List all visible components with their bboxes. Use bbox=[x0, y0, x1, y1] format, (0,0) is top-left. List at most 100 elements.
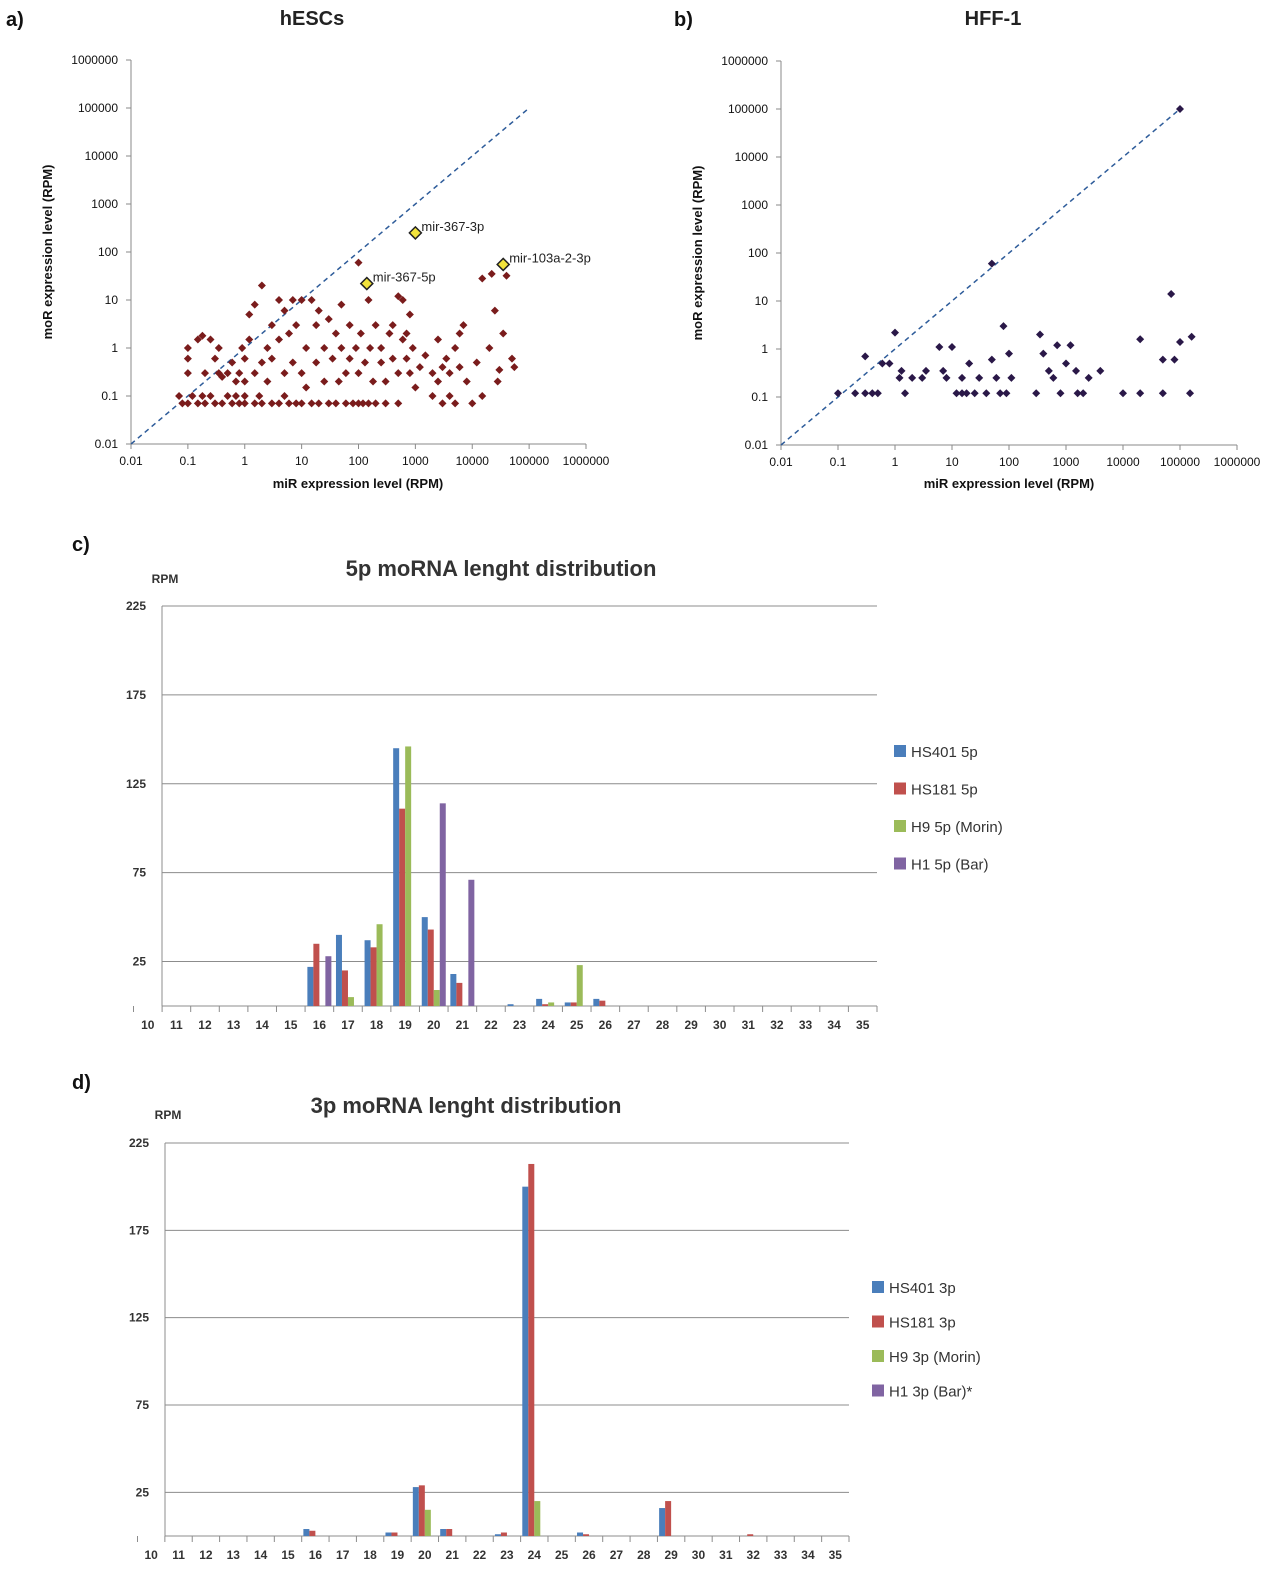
x-tick-label: 0.01 bbox=[119, 454, 143, 468]
x-tick-label: 29 bbox=[684, 1018, 698, 1032]
scatter-chart-hescs: hESCs miR expression level (RPM) moR exp… bbox=[40, 8, 610, 491]
y-tick-label: 1000000 bbox=[71, 53, 118, 67]
y-tick-label: 1000 bbox=[91, 197, 118, 211]
data-point bbox=[502, 271, 511, 280]
data-point bbox=[206, 335, 215, 344]
x-tick-label: 10 bbox=[945, 455, 959, 469]
bar bbox=[325, 956, 332, 1006]
x-tick-label: 29 bbox=[664, 1548, 678, 1562]
data-point bbox=[468, 399, 477, 408]
y-tick-label: 125 bbox=[129, 1311, 149, 1325]
bar bbox=[576, 965, 583, 1006]
x-tick-label: 35 bbox=[856, 1018, 870, 1032]
bar bbox=[536, 998, 543, 1006]
bar bbox=[548, 1002, 555, 1006]
panel-label-d: d) bbox=[72, 1072, 91, 1094]
legend-label: HS401 5p bbox=[911, 744, 978, 761]
data-point bbox=[250, 369, 259, 378]
legend-swatch bbox=[894, 782, 906, 795]
data-point bbox=[478, 274, 487, 283]
data-point bbox=[1186, 389, 1195, 398]
data-point bbox=[970, 389, 979, 398]
x-tick-label: 1000000 bbox=[563, 454, 610, 468]
data-point bbox=[345, 321, 354, 330]
legend-label: HS181 3p bbox=[889, 1315, 956, 1332]
data-point bbox=[223, 369, 232, 378]
data-point bbox=[1170, 355, 1179, 364]
x-tick-label: 32 bbox=[747, 1548, 761, 1562]
bar bbox=[341, 970, 348, 1006]
x-tick-label: 22 bbox=[473, 1548, 487, 1562]
data-point bbox=[442, 354, 451, 363]
data-point bbox=[356, 329, 365, 338]
data-point bbox=[1062, 359, 1070, 368]
chart-title-d: 3p moRNA lenght distribution bbox=[311, 1093, 622, 1118]
data-point bbox=[302, 344, 311, 352]
x-tick-label: 11 bbox=[172, 1548, 185, 1562]
y-tick-label: 125 bbox=[126, 777, 146, 791]
data-point bbox=[1005, 349, 1013, 358]
data-point bbox=[1176, 105, 1184, 113]
y-tick-label: 1000 bbox=[741, 198, 768, 212]
x-tick-label: 100000 bbox=[509, 454, 549, 468]
x-tick-label: 10 bbox=[295, 454, 309, 468]
data-point bbox=[421, 351, 430, 360]
data-point bbox=[314, 306, 323, 315]
data-point bbox=[1079, 389, 1088, 398]
data-point bbox=[918, 373, 927, 382]
x-tick-label: 17 bbox=[341, 1018, 355, 1032]
bar bbox=[570, 1002, 577, 1006]
data-point bbox=[250, 300, 259, 309]
data-point bbox=[499, 329, 508, 338]
data-point bbox=[901, 389, 910, 398]
y-axis-label-b: moR expression level (RPM) bbox=[690, 166, 705, 341]
panel-label-b: b) bbox=[674, 9, 693, 31]
highlighted-point bbox=[496, 257, 511, 272]
bar bbox=[564, 1002, 571, 1006]
data-point bbox=[999, 322, 1008, 331]
y-tick-label: 25 bbox=[133, 955, 147, 969]
data-point bbox=[394, 292, 403, 301]
bar bbox=[418, 1485, 425, 1536]
y-tick-label: 1 bbox=[111, 341, 118, 355]
data-point bbox=[935, 343, 944, 352]
data-point bbox=[274, 296, 283, 304]
bar-chart-3p: 3p moRNA lenght distribution RPM 25 75 125… bbox=[129, 1093, 981, 1562]
data-point bbox=[895, 373, 904, 382]
bar bbox=[370, 947, 377, 1006]
data-point bbox=[897, 366, 906, 375]
x-tick-label: 10 bbox=[141, 1018, 155, 1032]
data-point bbox=[312, 358, 321, 367]
bar bbox=[456, 982, 463, 1006]
x-tick-label: 12 bbox=[199, 1548, 213, 1562]
data-point bbox=[377, 344, 386, 352]
bar bbox=[421, 917, 428, 1006]
data-point bbox=[377, 358, 386, 367]
bar bbox=[659, 1508, 666, 1536]
data-point bbox=[428, 392, 437, 400]
data-point bbox=[235, 369, 244, 378]
data-point bbox=[193, 335, 202, 344]
data-point bbox=[354, 399, 363, 408]
data-point bbox=[292, 399, 301, 408]
data-point bbox=[381, 399, 390, 408]
x-tick-label: 27 bbox=[610, 1548, 624, 1562]
data-point bbox=[478, 392, 487, 400]
x-tick-label: 31 bbox=[742, 1018, 756, 1032]
bar bbox=[391, 1532, 398, 1536]
data-point bbox=[183, 354, 192, 363]
data-point bbox=[337, 344, 346, 352]
legend-label: HS401 3p bbox=[889, 1280, 956, 1297]
x-tick-label: 100000 bbox=[1160, 455, 1200, 469]
y-axis-label-c: RPM bbox=[152, 572, 179, 586]
data-point bbox=[341, 399, 350, 408]
data-point bbox=[285, 399, 294, 408]
legend-swatch bbox=[872, 1281, 884, 1293]
data-point bbox=[359, 399, 368, 408]
data-point bbox=[214, 344, 223, 352]
x-tick-label: 23 bbox=[513, 1018, 527, 1032]
data-point bbox=[405, 310, 414, 319]
data-point bbox=[307, 399, 316, 408]
x-tick-label: 28 bbox=[637, 1548, 651, 1562]
y-tick-label: 0.01 bbox=[745, 438, 769, 452]
